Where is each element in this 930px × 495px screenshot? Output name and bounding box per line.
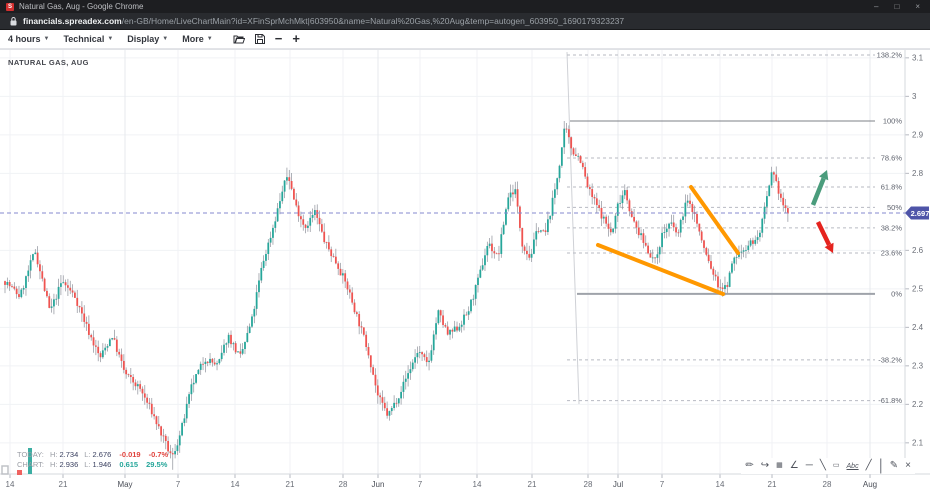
price-axis-label: 3.1 [912, 53, 924, 62]
fib-level-label: 38.2% [881, 223, 903, 232]
chart-low: 1.946 [92, 460, 112, 469]
elbow-arrow-icon[interactable]: ↪ [760, 460, 770, 471]
minimize-button[interactable]: – [874, 2, 879, 11]
fib-grid-icon[interactable]: ▦ [776, 462, 783, 469]
trend-line-drawing[interactable] [596, 243, 725, 296]
brush-icon[interactable]: ✏ [745, 460, 754, 471]
legend-row-chart: CHART: H: 2.936 L: 1.946 0.615 29.5% [17, 460, 168, 469]
today-change: -0.019 [119, 450, 141, 459]
chevron-down-icon: ▼ [43, 36, 50, 42]
time-axis-label: 7 [418, 480, 423, 489]
time-axis-label: 14 [231, 480, 240, 489]
price-axis-label: 2.1 [912, 438, 924, 447]
url-domain: financials.spreadex.com [23, 16, 122, 26]
chevron-down-icon: ▼ [107, 36, 114, 42]
maximize-button[interactable]: □ [894, 2, 900, 11]
ohlc-legend: TODAY: H: 2.734 L: 2.676 -0.019 -0.7% CH… [17, 450, 168, 470]
today-change-pct: -0.7% [148, 450, 169, 459]
price-axis-label: 2.6 [912, 246, 924, 255]
fib-level-label: 138.2% [877, 50, 903, 59]
time-axis-label: Aug [863, 480, 877, 489]
up-arrow-drawing[interactable] [810, 177, 826, 206]
chart-toolbar: 4 hours ▼ Technical ▼ Display ▼ More ▼ − + [0, 30, 930, 49]
current-price-badge [905, 206, 929, 220]
time-axis-label: 21 [286, 480, 295, 489]
price-axis-label: 2.9 [912, 130, 924, 139]
text-tool-icon[interactable]: Abc [846, 462, 859, 470]
fib-level-label: 23.6% [881, 249, 903, 258]
time-axis-label: May [117, 480, 132, 489]
pencil-icon[interactable]: ✎ [889, 460, 899, 471]
save-icon[interactable] [254, 34, 265, 44]
fib-level-label: 100% [883, 116, 903, 125]
url-path: /en-GB/Home/LiveChartMain?id=XFinSprMchM… [121, 16, 625, 26]
url-bar[interactable]: financials.spreadex.com/en-GB/Home/LiveC… [0, 13, 930, 30]
rectangle-icon[interactable]: ▭ [832, 462, 840, 469]
horizontal-line-icon[interactable]: ─ [805, 460, 813, 471]
chart-change-pct: 29.5% [146, 460, 168, 469]
fib-level-label: 78.6% [881, 153, 903, 162]
time-axis-label: 28 [339, 480, 348, 489]
trend-angle-icon[interactable]: ∠ [789, 460, 799, 471]
fib-level-label: 50% [887, 203, 902, 212]
fib-level-label: 61.8% [881, 183, 903, 192]
price-axis-label: 3 [912, 92, 917, 101]
open-folder-icon[interactable] [233, 34, 245, 44]
technical-menu[interactable]: Technical ▼ [63, 34, 114, 44]
chevron-down-icon: ▼ [162, 36, 169, 42]
chart-area: 3.1 3 2.9 2.8 2.6 2.5 2.4 2.3 2.2 2.1 14 21 May 7 14 21… [0, 49, 930, 494]
display-menu[interactable]: Display ▼ [127, 34, 169, 44]
time-axis-label: 21 [59, 480, 68, 489]
time-axis-label: 14 [473, 480, 482, 489]
time-axis-label: Jun [372, 480, 385, 489]
chart-canvas[interactable]: 3.1 3 2.9 2.8 2.6 2.5 2.4 2.3 2.2 2.1 14 21 May 7 14 21… [0, 50, 930, 495]
trendline-icon[interactable]: ╲ [819, 460, 826, 471]
zoom-out-button[interactable]: − [274, 31, 283, 46]
current-price-badge-label: 2.697 [911, 209, 930, 218]
toolbar-separator: | [878, 457, 883, 474]
legend-row-today: TODAY: H: 2.734 L: 2.676 -0.019 -0.7% [17, 450, 169, 459]
interval-menu[interactable]: 4 hours ▼ [8, 34, 50, 44]
time-axis-label: 7 [660, 480, 665, 489]
today-high: 2.734 [59, 450, 79, 459]
price-axis-label: 2.4 [912, 323, 924, 332]
site-favicon: S [6, 2, 14, 11]
drawing-toolbar: ✏ ↪ ▦ ∠ ─ ╲ ▭ Abc ╱ | ✎ × [741, 457, 915, 474]
fib-level-label: -38.2% [878, 355, 902, 364]
chevron-down-icon: ▼ [206, 36, 213, 42]
close-button[interactable]: × [915, 2, 920, 11]
zoom-in-button[interactable]: + [292, 31, 300, 46]
chart-watermark-logo [1, 448, 32, 475]
time-axis-label: 21 [768, 480, 777, 489]
fib-level-label: 0% [891, 289, 902, 298]
price-axis-label: 2.3 [912, 361, 924, 370]
chart-change: 0.615 [119, 460, 139, 469]
window-title: Natural Gas, Aug - Google Chrome [19, 2, 144, 11]
time-axis-label: Jul [613, 480, 623, 489]
ray-icon[interactable]: ╱ [865, 460, 872, 471]
fib-level-label: -61.8% [878, 396, 902, 405]
time-axis-label: 7 [176, 480, 181, 489]
price-axis-label: 2.5 [912, 284, 924, 293]
time-axis-label: 14 [716, 480, 725, 489]
more-menu[interactable]: More ▼ [182, 34, 213, 44]
time-axis-label: 14 [6, 480, 15, 489]
lock-icon [10, 16, 17, 25]
down-arrow-drawing[interactable] [815, 221, 832, 246]
down-arrowhead[interactable] [824, 242, 834, 253]
time-axis-label: 21 [528, 480, 537, 489]
today-low: 2.676 [92, 450, 112, 459]
time-axis-label: 28 [823, 480, 832, 489]
up-arrowhead[interactable] [819, 170, 829, 181]
candlestick-series[interactable] [4, 120, 789, 470]
url-text: financials.spreadex.com/en-GB/Home/LiveC… [23, 16, 624, 26]
time-axis-label: 28 [584, 480, 593, 489]
price-axis-label: 2.2 [912, 400, 924, 409]
symbol-label: NATURAL GAS, AUG [8, 58, 89, 67]
close-icon[interactable]: × [905, 460, 911, 471]
trend-line-drawing[interactable] [689, 185, 740, 255]
price-axis-label: 2.8 [912, 169, 924, 178]
browser-titlebar: S Natural Gas, Aug - Google Chrome – □ × [0, 0, 930, 13]
chart-high: 2.936 [59, 460, 79, 469]
